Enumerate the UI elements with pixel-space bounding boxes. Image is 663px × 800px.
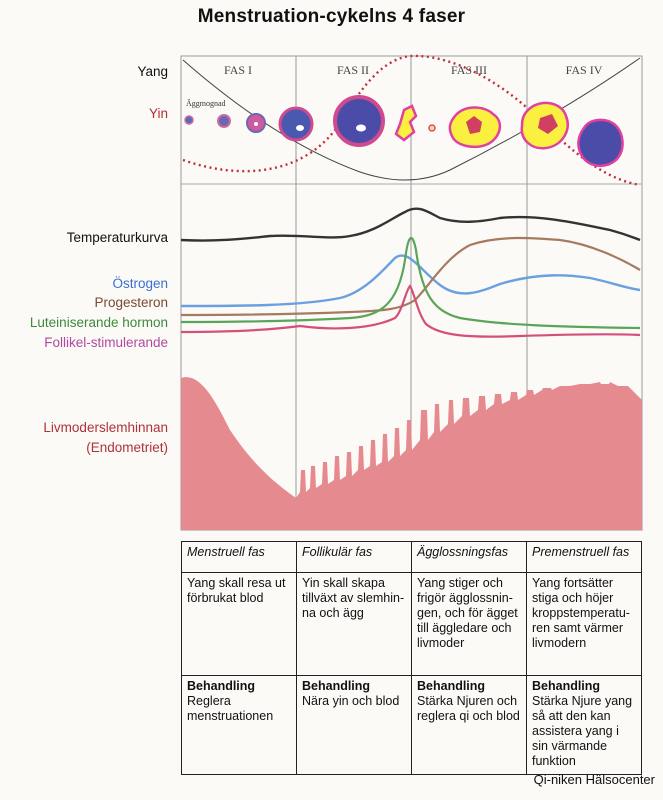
egg-maturation-label: Äggmognad [186, 99, 226, 108]
table-cell: Yang skall resa ut förbrukat blod [181, 572, 297, 676]
table-cell: Yang fortsätter stiga och höjer kroppste… [526, 572, 642, 676]
label-endometrium-line1: Livmoderslemhinnan [43, 420, 168, 435]
table-header-cell: Follikulär fas [296, 541, 412, 573]
table-cell: Behandling Stärka Njure yang så att den k… [526, 675, 642, 775]
lh-curve [180, 236, 641, 330]
table-header-row: Menstruell fas Follikulär fas Ägglossnin… [181, 541, 642, 573]
page-title: Menstruation-cykelns 4 faser [197, 6, 466, 27]
phase-label-2: FAS II [337, 63, 369, 77]
table-row: Behandling Reglera menstruationen Behandl… [181, 675, 642, 775]
temperature-curve [180, 207, 641, 242]
phase-label-1: FAS I [224, 63, 252, 77]
credit-text: Qi-niken Hälsocenter [533, 772, 655, 787]
treatment-text: Stärka Njuren och reglera qi och blod [417, 694, 520, 723]
treatment-label: Behandling [417, 679, 486, 693]
yin-curve [182, 54, 641, 187]
cycle-diagram: FAS I FAS II FAS III FAS IV Äggmognad [180, 54, 643, 531]
table-cell: Behandling Stärka Njuren och reglera qi o… [411, 675, 527, 775]
fsh-curve [180, 284, 641, 338]
endometrium-area [181, 377, 642, 530]
follicle-illustrations [184, 95, 624, 168]
progesterone-curve [180, 236, 641, 317]
table-cell: Behandling Nära yin och blod [296, 675, 412, 775]
label-endometrium-line2: (Endometriet) [86, 440, 168, 455]
treatment-text: Stärka Njure yang så att den kan assiste… [532, 694, 633, 768]
table-header-cell: Ägglossningsfas [411, 541, 527, 573]
label-fsh: Follikel-stimulerande [44, 335, 168, 350]
treatment-text: Nära yin och blod [302, 694, 400, 708]
treatment-text: Reglera menstruationen [187, 694, 274, 723]
label-temperature: Temperaturkurva [66, 230, 168, 245]
table-cell: Behandling Reglera menstruationen [181, 675, 297, 775]
treatment-label: Behandling [532, 679, 601, 693]
label-progesterone: Progesteron [94, 295, 168, 310]
label-estrogen: Östrogen [112, 276, 168, 291]
label-lh: Luteiniserande hormon [29, 315, 168, 330]
table-cell: Yang stiger och frigör ägglossnin-gen, o… [411, 572, 527, 676]
label-yin: Yin [148, 106, 168, 121]
treatment-label: Behandling [187, 679, 256, 693]
treatment-label: Behandling [302, 679, 371, 693]
phase-table: Menstruell fas Follikulär fas Ägglossnin… [181, 541, 642, 775]
table-cell: Yin skall skapa tillväxt av slemhin-na o… [296, 572, 412, 676]
table-header-cell: Premenstruell fas [526, 541, 642, 573]
label-yang: Yang [137, 64, 168, 79]
phase-label-4: FAS IV [566, 63, 603, 77]
estrogen-curve [180, 254, 641, 308]
table-header-cell: Menstruell fas [181, 541, 297, 573]
table-row: Yang skall resa ut förbrukat blod Yin sk… [181, 572, 642, 676]
label-endometrium: Livmoderslemhinnan (Endometriet) [0, 418, 168, 458]
